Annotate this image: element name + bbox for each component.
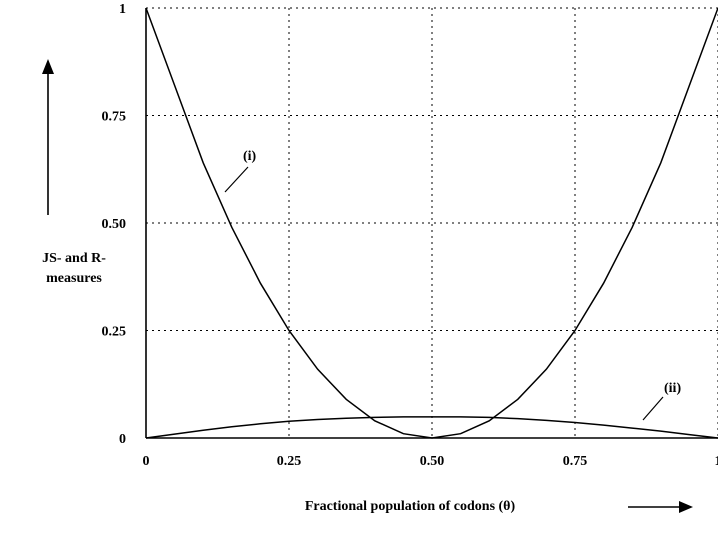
y-axis-label-line-2: measures: [46, 271, 102, 286]
series-label-ii: (ii): [664, 381, 681, 396]
x-tick-label: 0.25: [277, 454, 302, 469]
y-tick-label: 1: [119, 2, 126, 17]
y-axis-label-line-1: JS- and R-: [42, 251, 106, 266]
x-axis-arrow-icon: [628, 501, 693, 513]
series-line-1: [145, 7, 718, 439]
x-tick-label: 0.75: [563, 454, 588, 469]
x-tick-label: 1: [715, 454, 718, 469]
series-line-2: [145, 416, 718, 439]
y-tick-label: 0: [119, 432, 126, 447]
x-axis-label: Fractional population of codons (θ): [305, 499, 516, 514]
tick-labels: 0 0.25 0.50 0.75 1 0 0.25 0.50 0.75 1: [102, 2, 718, 469]
series-label-i: (i): [243, 149, 257, 164]
y-axis-arrow-icon: [42, 59, 54, 215]
series-label-i-leader: [224, 166, 249, 193]
series-label-ii-leader: [642, 396, 664, 421]
series-lines: [145, 7, 718, 439]
y-tick-label: 0.25: [102, 325, 127, 340]
x-tick-label: 0.50: [420, 454, 445, 469]
x-tick-label: 0: [143, 454, 150, 469]
grid-lines: [146, 7, 718, 438]
y-tick-label: 0.50: [102, 217, 127, 232]
y-tick-label: 0.75: [102, 110, 127, 125]
